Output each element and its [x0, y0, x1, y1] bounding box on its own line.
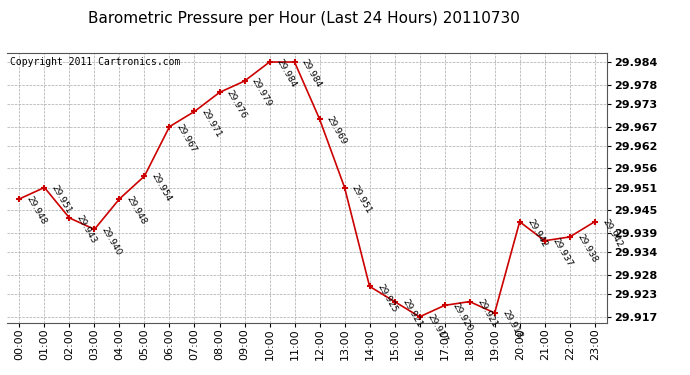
Text: Copyright 2011 Cartronics.com: Copyright 2011 Cartronics.com — [10, 57, 180, 66]
Text: 29.984: 29.984 — [300, 58, 324, 90]
Text: 29.976: 29.976 — [225, 88, 248, 120]
Text: 29.967: 29.967 — [175, 123, 199, 154]
Text: 29.918: 29.918 — [500, 309, 524, 340]
Text: 29.937: 29.937 — [550, 237, 574, 268]
Text: 29.979: 29.979 — [250, 77, 274, 109]
Text: 29.969: 29.969 — [325, 115, 348, 147]
Text: 29.942: 29.942 — [600, 217, 624, 249]
Text: 29.951: 29.951 — [50, 183, 74, 215]
Text: 29.921: 29.921 — [400, 297, 424, 329]
Text: 29.938: 29.938 — [575, 233, 599, 264]
Text: 29.917: 29.917 — [425, 313, 449, 344]
Text: 29.940: 29.940 — [100, 225, 124, 257]
Text: 29.925: 29.925 — [375, 282, 399, 314]
Text: Barometric Pressure per Hour (Last 24 Hours) 20110730: Barometric Pressure per Hour (Last 24 Ho… — [88, 11, 520, 26]
Text: 29.942: 29.942 — [525, 217, 549, 249]
Text: 29.943: 29.943 — [75, 214, 99, 245]
Text: 29.984: 29.984 — [275, 58, 299, 90]
Text: 29.954: 29.954 — [150, 172, 173, 204]
Text: 29.971: 29.971 — [200, 107, 224, 139]
Text: 29.951: 29.951 — [350, 183, 374, 215]
Text: 29.921: 29.921 — [475, 297, 499, 329]
Text: 29.948: 29.948 — [125, 195, 148, 226]
Text: 29.920: 29.920 — [450, 301, 473, 333]
Text: 29.948: 29.948 — [25, 195, 48, 226]
